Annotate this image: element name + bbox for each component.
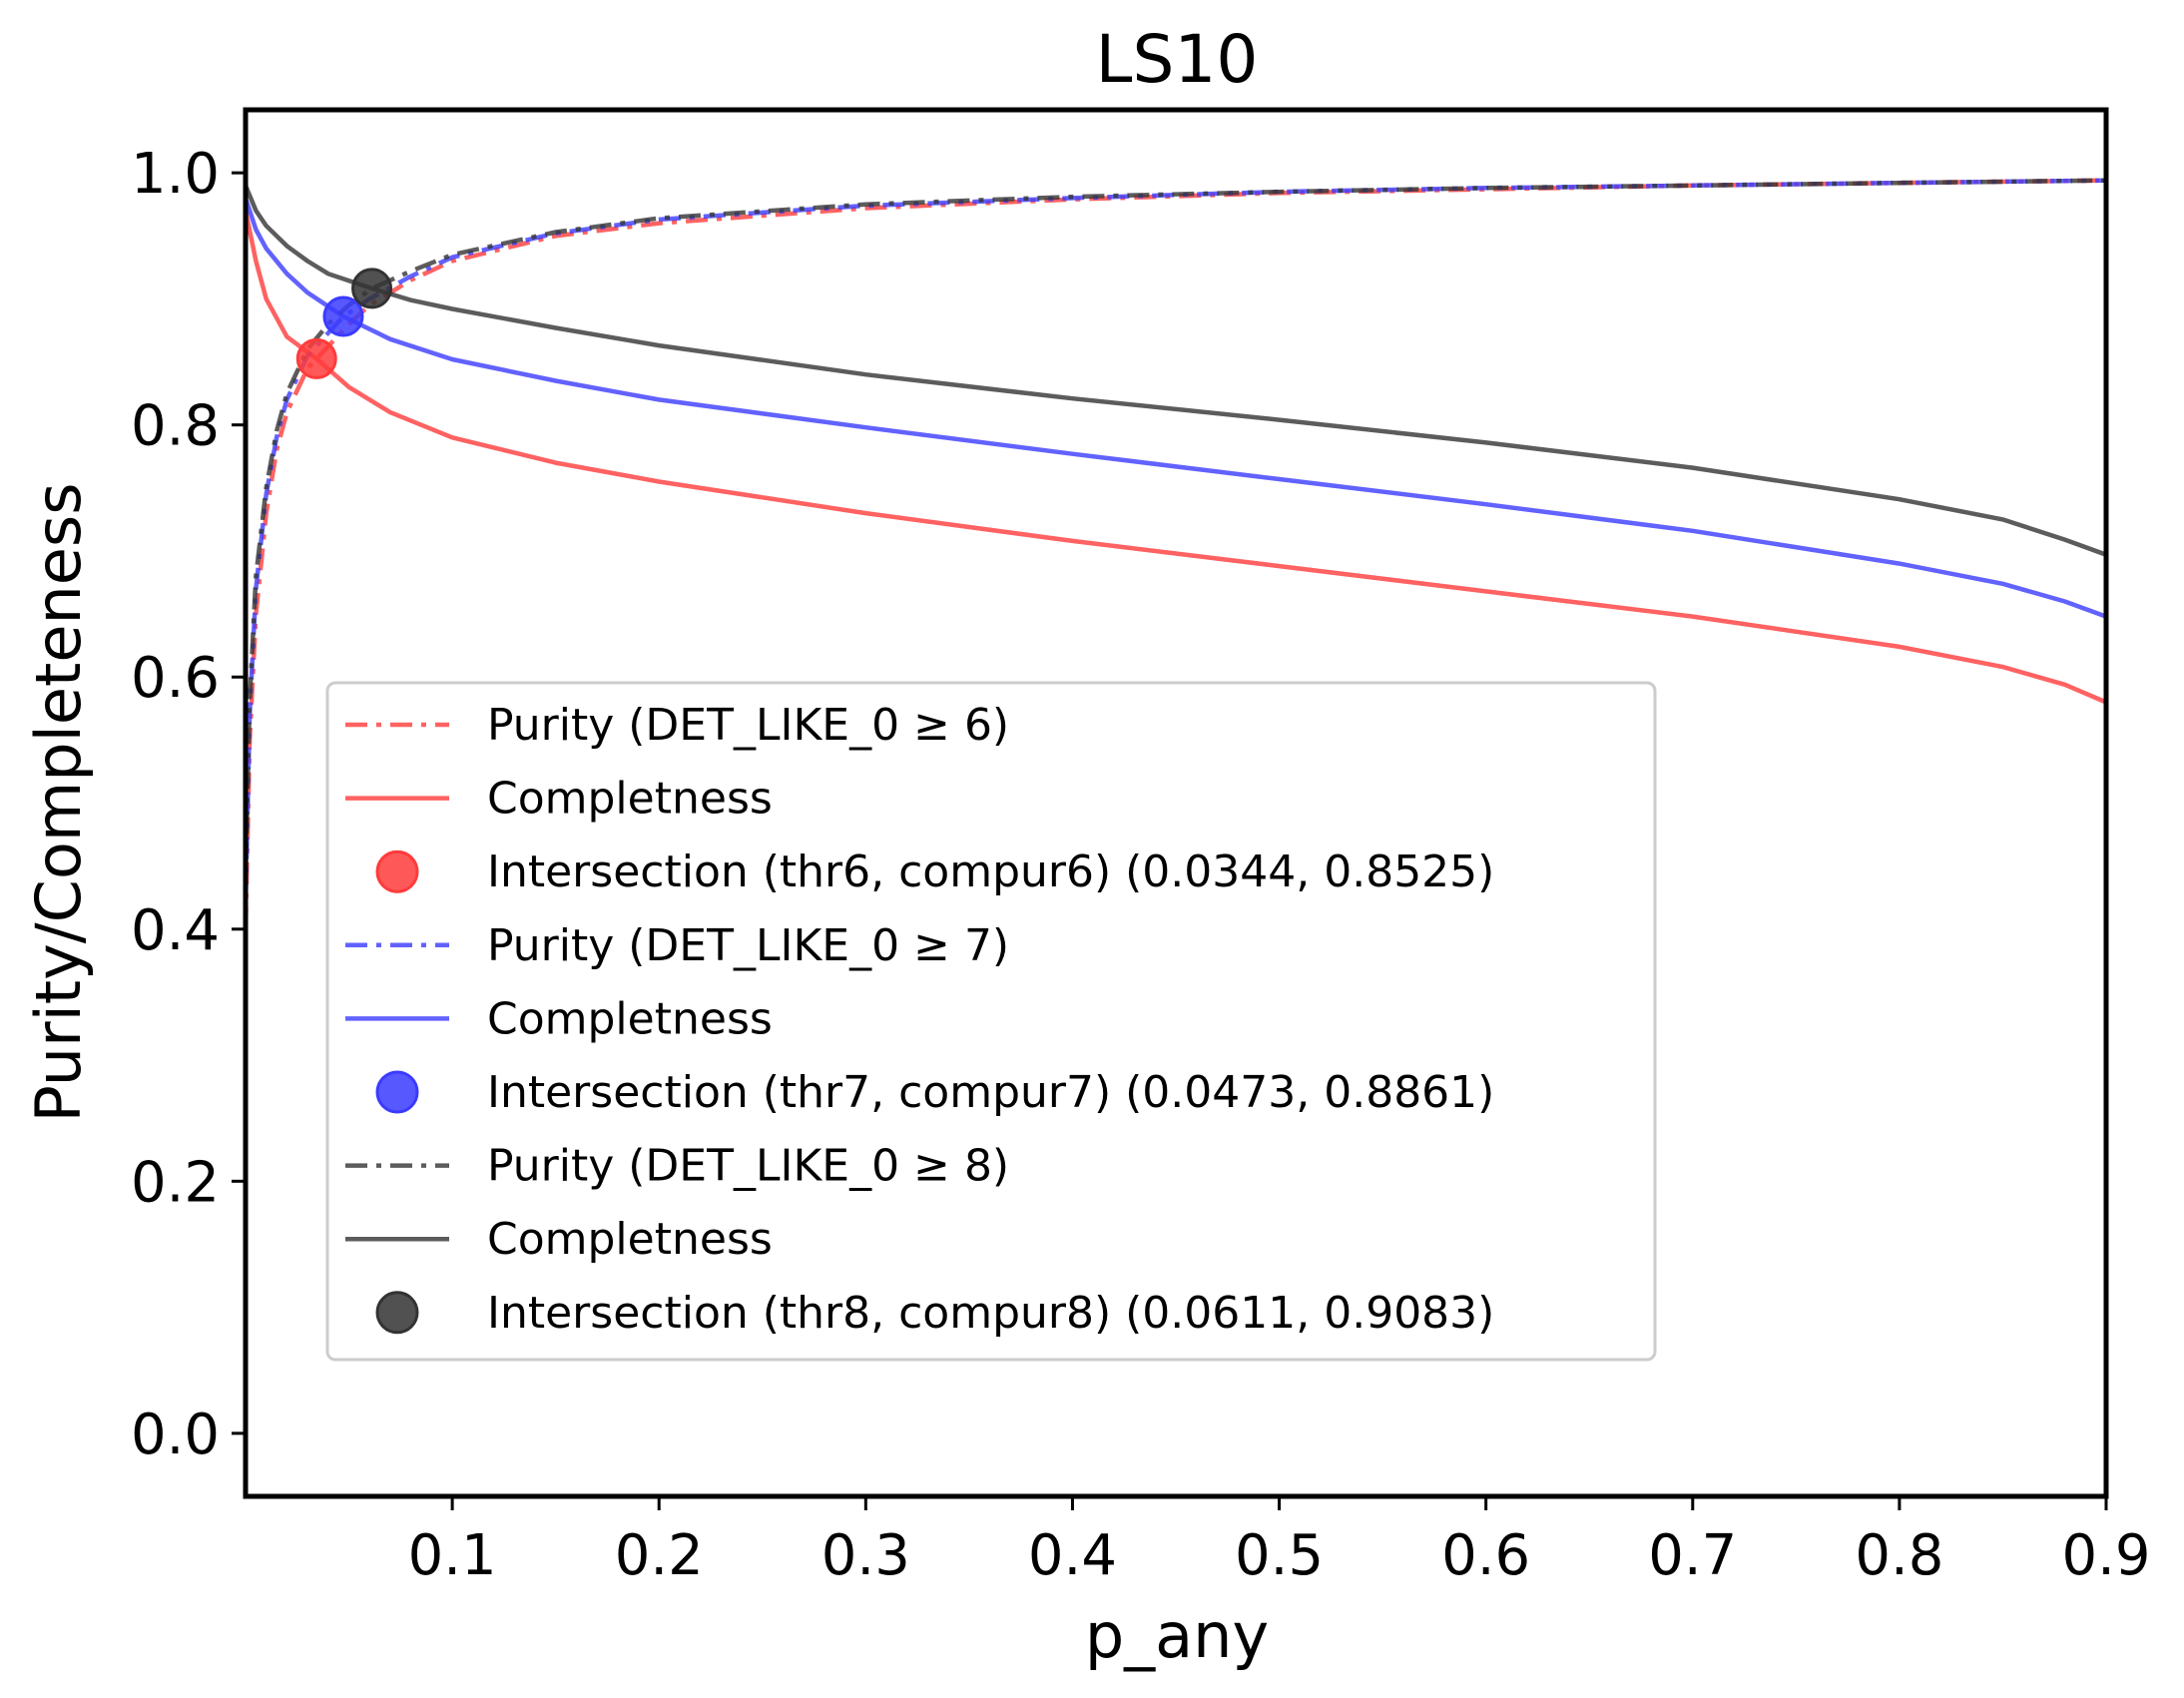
legend-label-8: Intersection (thr8, compur8) (0.0611, 0.… xyxy=(487,1288,1494,1339)
y-tick-label: 0.4 xyxy=(131,898,220,963)
x-tick-label: 0.1 xyxy=(408,1523,497,1588)
x-tick-label: 0.3 xyxy=(821,1523,910,1588)
x-tick-label: 0.2 xyxy=(615,1523,704,1588)
legend-label-1: Completness xyxy=(487,774,773,825)
legend-label-2: Intersection (thr6, compur6) (0.0344, 0.… xyxy=(487,847,1494,897)
series-line-7 xyxy=(246,184,2106,557)
legend-label-7: Completness xyxy=(487,1214,773,1265)
legend: Purity (DET_LIKE_0 ≥ 6) Completness Inters… xyxy=(325,681,1657,1362)
series-layer xyxy=(246,178,2106,929)
x-tick-label: 0.8 xyxy=(1855,1523,1943,1588)
plot-frame xyxy=(243,107,2109,1499)
legend-label-0: Purity (DET_LIKE_0 ≥ 6) xyxy=(487,700,1009,751)
intersection-marker-2 xyxy=(295,337,337,379)
legend-box xyxy=(325,681,1657,1362)
legend-label-6: Purity (DET_LIKE_0 ≥ 8) xyxy=(487,1141,1009,1192)
y-tick-label: 0.6 xyxy=(131,646,220,711)
y-tick-label: 0.8 xyxy=(131,394,220,459)
chart-title: LS10 xyxy=(1096,21,1259,98)
intersection-marker-8 xyxy=(351,268,393,309)
marker-layer xyxy=(295,268,393,379)
x-tick-label: 0.4 xyxy=(1028,1523,1117,1588)
series-line-6 xyxy=(246,178,2106,879)
x-axis-label: p_any xyxy=(1085,1599,1269,1672)
y-tick-label: 1.0 xyxy=(131,142,220,207)
x-tick-label: 0.5 xyxy=(1235,1523,1324,1588)
y-tick-label: 0.0 xyxy=(131,1403,220,1467)
series-line-1 xyxy=(246,210,2106,705)
intersection-marker-5 xyxy=(322,295,364,337)
x-tick-label: 0.6 xyxy=(1441,1523,1530,1588)
legend-marker-8 xyxy=(375,1291,419,1335)
legend-label-5: Intersection (thr7, compur7) (0.0473, 0.… xyxy=(487,1067,1494,1118)
series-line-4 xyxy=(246,197,2106,619)
x-tick-label: 0.7 xyxy=(1648,1523,1737,1588)
legend-marker-5 xyxy=(375,1070,419,1114)
y-tick-label: 0.2 xyxy=(131,1150,220,1215)
axis-ticks: 0.1 0.2 0.3 0.4 0.5 0.6 0.7 0.8 0.9 0.0 0.2 0.4 0.6 0… xyxy=(131,142,2151,1588)
legend-label-4: Completness xyxy=(487,993,773,1044)
y-axis-label: Purity/Completeness xyxy=(22,482,95,1122)
x-tick-label: 0.9 xyxy=(2061,1523,2150,1588)
legend-marker-2 xyxy=(375,849,419,893)
legend-label-3: Purity (DET_LIKE_0 ≥ 7) xyxy=(487,920,1009,971)
